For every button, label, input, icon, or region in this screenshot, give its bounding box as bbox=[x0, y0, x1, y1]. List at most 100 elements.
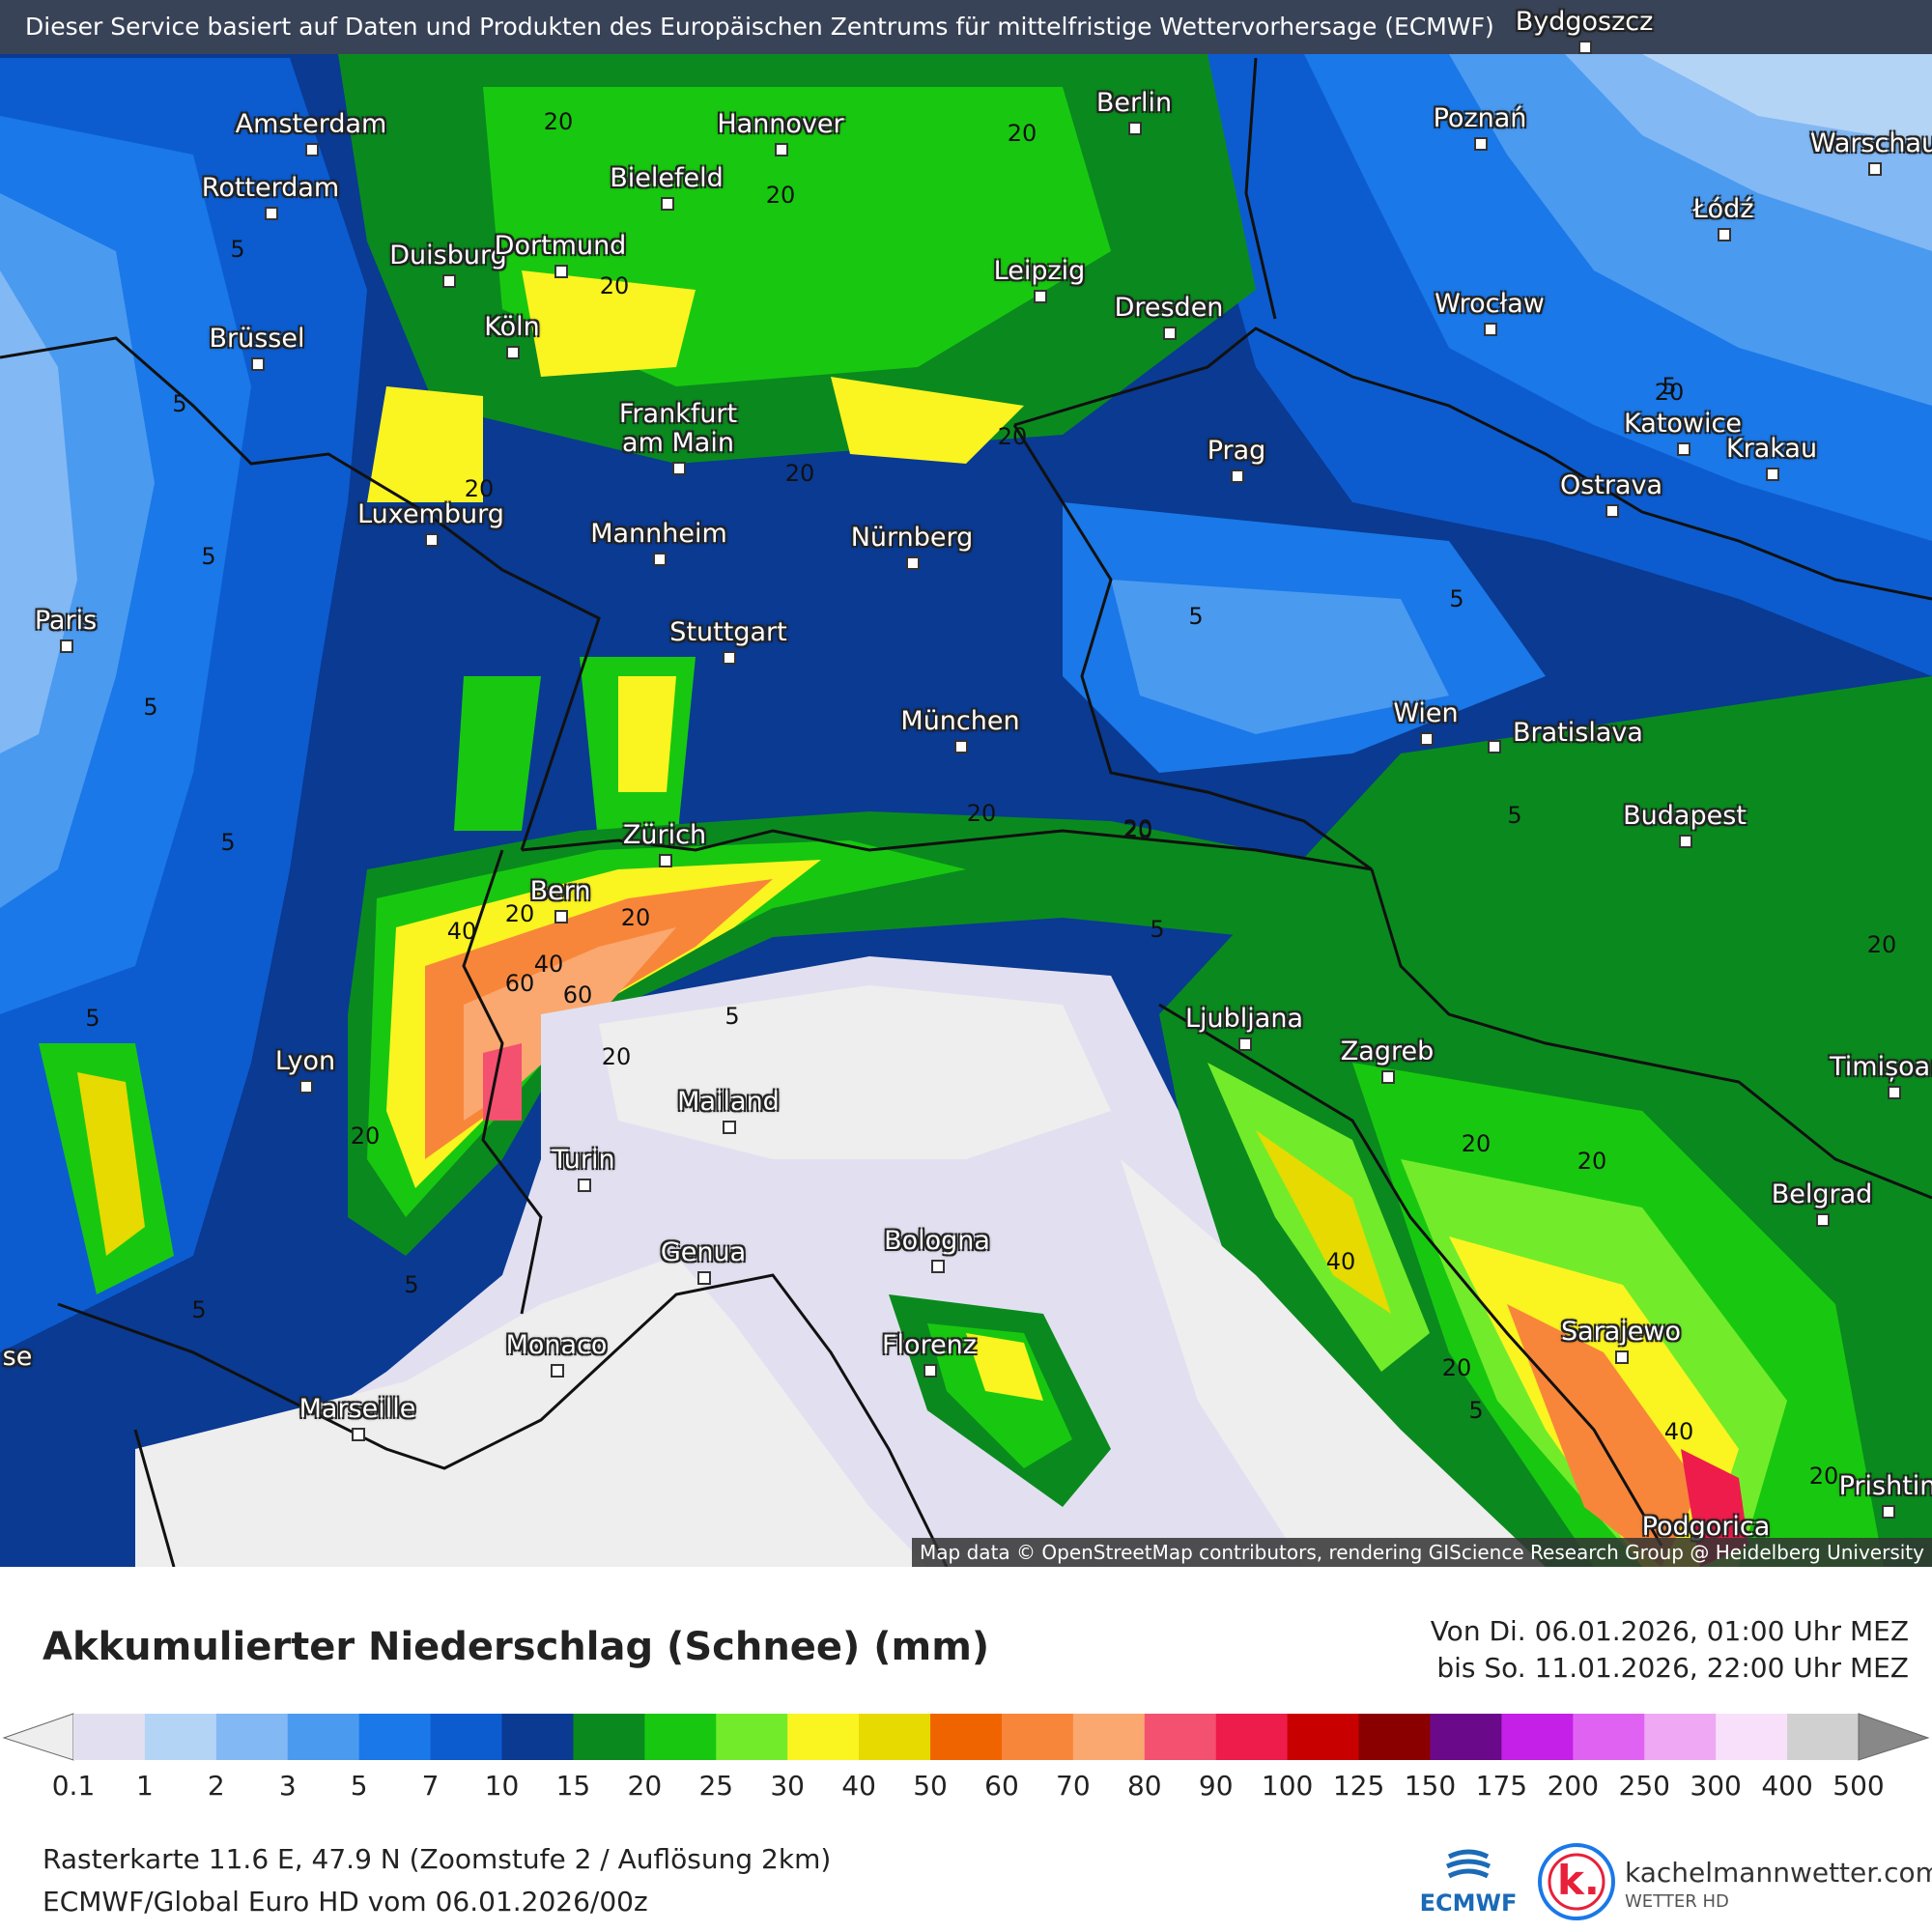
scale-tick-label: 60 bbox=[984, 1770, 1019, 1802]
city-label: Frankfurt am Main bbox=[618, 399, 738, 458]
city-dot bbox=[1766, 468, 1779, 481]
model-info: ECMWF/Global Euro HD vom 06.01.2026/00z bbox=[43, 1886, 648, 1918]
scale-swatch bbox=[1287, 1714, 1360, 1760]
scale-tick-label: 500 bbox=[1833, 1770, 1885, 1802]
city-label: Lyon bbox=[274, 1046, 336, 1076]
city-label: Monaco bbox=[505, 1330, 608, 1360]
city-dot bbox=[1381, 1070, 1395, 1084]
contour-label: 20 bbox=[599, 272, 630, 299]
city-label: Bratislava bbox=[1513, 718, 1643, 748]
scale-swatch bbox=[1001, 1714, 1074, 1760]
city-dot bbox=[954, 740, 968, 753]
contour-label: 5 bbox=[143, 694, 158, 721]
scale-tick-label: 0.1 bbox=[51, 1770, 96, 1802]
scale-swatch bbox=[1644, 1714, 1717, 1760]
scale-tick-label: 10 bbox=[484, 1770, 520, 1802]
contour-label: 40 bbox=[533, 951, 564, 978]
city-dot bbox=[906, 556, 920, 570]
scale-tick-label: 5 bbox=[350, 1770, 368, 1802]
contour-label: 5 bbox=[1188, 603, 1204, 630]
contour-label: 20 bbox=[1441, 1354, 1472, 1381]
city-label: Sarajewo bbox=[1560, 1317, 1682, 1347]
contour-label: 20 bbox=[1122, 817, 1153, 844]
contour-label: 5 bbox=[201, 543, 216, 570]
ecmwf-banner: Dieser Service basiert auf Daten und Pro… bbox=[0, 0, 1932, 54]
scale-swatch bbox=[73, 1714, 146, 1760]
contour-label: 20 bbox=[1577, 1148, 1607, 1175]
city-label: Budapest bbox=[1623, 801, 1747, 831]
city-dot bbox=[1718, 228, 1731, 242]
city-dot bbox=[1231, 469, 1244, 483]
scale-swatch bbox=[716, 1714, 788, 1760]
city-label: Mannheim bbox=[590, 519, 727, 549]
contour-label: 20 bbox=[1122, 815, 1153, 842]
city-dot bbox=[1163, 327, 1177, 340]
contour-label: 5 bbox=[172, 390, 187, 417]
city-dot bbox=[578, 1179, 591, 1192]
scale-swatch bbox=[573, 1714, 645, 1760]
scale-tick-label: 400 bbox=[1761, 1770, 1813, 1802]
city-label: Florenz bbox=[882, 1330, 977, 1360]
city-label: Berlin bbox=[1095, 88, 1173, 118]
contour-label: 5 bbox=[404, 1271, 419, 1298]
contour-label: 40 bbox=[446, 918, 477, 945]
city-label: Podgorica bbox=[1641, 1512, 1771, 1542]
scale-tick-label: 3 bbox=[278, 1770, 297, 1802]
legend-panel: Akkumulierter Niederschlag (Schnee) (mm)… bbox=[0, 1567, 1932, 1932]
scale-tick-label: 2 bbox=[207, 1770, 225, 1802]
scale-swatch bbox=[1501, 1714, 1574, 1760]
city-dot bbox=[60, 639, 73, 653]
city-dot bbox=[653, 553, 667, 566]
city-label: Wien bbox=[1393, 698, 1459, 728]
city-dot bbox=[1238, 1037, 1252, 1051]
precipitation-map[interactable]: Dieser Service basiert auf Daten und Pro… bbox=[0, 0, 1932, 1567]
city-label: Hannover bbox=[717, 109, 844, 139]
contour-label: 40 bbox=[1325, 1248, 1356, 1275]
contour-label: 5 bbox=[1150, 916, 1165, 943]
color-scale bbox=[2, 1713, 1930, 1761]
city-label: Wrocław bbox=[1435, 289, 1545, 319]
contour-label: 5 bbox=[1662, 373, 1677, 400]
city-dot bbox=[442, 274, 456, 288]
contour-label: 20 bbox=[620, 904, 651, 931]
scale-swatch bbox=[1573, 1714, 1645, 1760]
kachelmann-k-icon bbox=[1538, 1843, 1615, 1920]
kachelmann-k-letter: k. bbox=[1557, 1857, 1600, 1904]
city-dot bbox=[1128, 122, 1142, 135]
scale-swatch bbox=[1144, 1714, 1217, 1760]
city-dot bbox=[1578, 41, 1592, 54]
scale-ticks: 0.1 1 2 3 5 7 10 15 20 25 30 40 50 60 70 80 90 100 125 150 1… bbox=[0, 1770, 1932, 1818]
scale-tick-label: 40 bbox=[841, 1770, 876, 1802]
scale-tick-label: 150 bbox=[1404, 1770, 1457, 1802]
scale-swatch bbox=[144, 1714, 217, 1760]
scale-tick-label: 20 bbox=[627, 1770, 663, 1802]
city-dot bbox=[1488, 740, 1501, 753]
contour-label: 20 bbox=[1808, 1463, 1839, 1490]
kachelmann-logo[interactable]: k. kachelmannwetter.com WETTER HD bbox=[1536, 1841, 1932, 1928]
city-label: Turin bbox=[552, 1145, 615, 1175]
city-dot bbox=[1474, 137, 1488, 151]
city-label: Leipzig bbox=[993, 256, 1086, 286]
scale-tick-label: 90 bbox=[1198, 1770, 1234, 1802]
contour-label: 5 bbox=[1449, 585, 1464, 612]
scale-tick-label: 250 bbox=[1618, 1770, 1670, 1802]
contour-label: 20 bbox=[1461, 1130, 1492, 1157]
scale-tick-label: 100 bbox=[1261, 1770, 1314, 1802]
contour-label: 40 bbox=[1663, 1418, 1694, 1445]
city-label: Krakau bbox=[1725, 434, 1818, 464]
contour-label: 20 bbox=[784, 460, 815, 487]
contour-label: 5 bbox=[220, 829, 236, 856]
city-dot bbox=[923, 1364, 937, 1378]
city-label: Katowice bbox=[1624, 409, 1742, 439]
city-label: Zürich bbox=[622, 820, 707, 850]
city-dot bbox=[672, 462, 686, 475]
city-dot bbox=[775, 143, 788, 156]
scale-max-arrow bbox=[1858, 1713, 1930, 1761]
city-dot bbox=[723, 651, 736, 665]
scale-swatch bbox=[930, 1714, 1003, 1760]
contour-label: 20 bbox=[1007, 120, 1037, 147]
city-label: Ostrava bbox=[1559, 470, 1663, 500]
city-dot bbox=[931, 1260, 945, 1273]
contour-label: 60 bbox=[562, 981, 593, 1009]
period-to: bis So. 11.01.2026, 22:00 Uhr MEZ bbox=[1436, 1652, 1909, 1684]
